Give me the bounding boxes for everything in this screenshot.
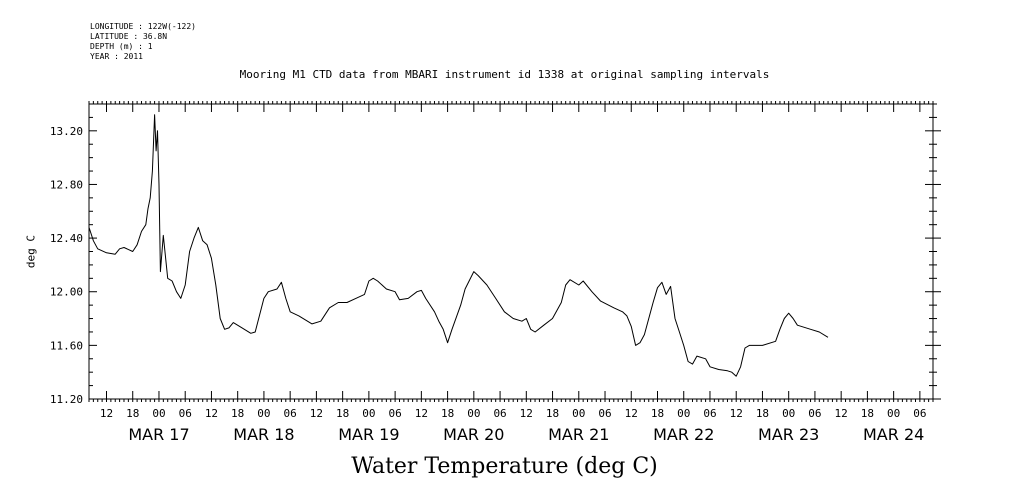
x-hour-tick-label: 06 [913,407,926,420]
x-hour-tick-label: 18 [441,407,454,420]
x-hour-tick-label: 18 [861,407,874,420]
x-hour-tick-label: 00 [467,407,480,420]
x-hour-tick-label: 00 [257,407,270,420]
x-hour-tick-label: 06 [808,407,821,420]
x-tick-labels: 12 18 00 06 12 18 00 06 12 18 00 06 12 18 00 06 12 18 00 06… [100,407,927,444]
x-hour-tick-label: 00 [572,407,585,420]
x-hour-tick-label: 06 [284,407,297,420]
x-hour-tick-label: 12 [730,407,743,420]
x-date-label: MAR 24 [863,425,924,444]
x-hour-tick-label: 00 [782,407,795,420]
y-tick-label: 12.00 [50,286,83,299]
x-date-label: MAR 22 [653,425,714,444]
x-hour-tick-label: 00 [362,407,375,420]
y-tick-label: 11.60 [50,339,83,352]
axis-ticks [88,101,941,402]
x-hour-tick-label: 12 [835,407,848,420]
x-hour-tick-label: 06 [388,407,401,420]
x-hour-tick-label: 18 [336,407,349,420]
x-hour-tick-label: 12 [100,407,113,420]
x-hour-tick-label: 12 [520,407,533,420]
x-hour-tick-label: 06 [598,407,611,420]
x-hour-tick-label: 00 [152,407,165,420]
y-tick-label: 12.40 [50,232,83,245]
latitude-label: LATITUDE : 36.8N [90,32,168,41]
x-date-label: MAR 23 [758,425,819,444]
chart-title: Mooring M1 CTD data from MBARI instrumen… [239,68,770,81]
x-date-label: MAR 20 [443,425,504,444]
x-date-label: MAR 18 [233,425,294,444]
x-date-label: MAR 17 [128,425,189,444]
y-tick-label: 13.20 [50,125,83,138]
x-date-label: MAR 21 [548,425,609,444]
x-hour-tick-label: 18 [231,407,244,420]
x-hour-tick-label: 18 [756,407,769,420]
year-label: YEAR : 2011 [90,52,143,61]
depth-label: DEPTH (m) : 1 [90,42,153,51]
x-hour-tick-label: 00 [677,407,690,420]
plot-frame [88,103,934,400]
x-hour-tick-label: 00 [887,407,900,420]
series-line [88,114,829,377]
y-tick-labels: 11.20 11.60 12.00 12.40 12.80 13.20 [50,125,83,406]
y-tick-label: 11.20 [50,393,83,406]
x-hour-tick-label: 06 [179,407,192,420]
x-axis-label: Water Temperature (deg C) [351,454,658,479]
x-hour-tick-label: 12 [310,407,323,420]
x-hour-tick-label: 18 [546,407,559,420]
x-hour-tick-label: 12 [625,407,638,420]
x-hour-tick-label: 18 [651,407,664,420]
x-hour-tick-label: 12 [205,407,218,420]
series-group [88,114,829,377]
x-hour-tick-label: 06 [493,407,506,420]
x-date-label: MAR 19 [338,425,399,444]
x-hour-tick-label: 06 [703,407,716,420]
x-hour-tick-label: 12 [415,407,428,420]
x-hour-tick-label: 18 [126,407,139,420]
y-tick-label: 12.80 [50,178,83,191]
longitude-label: LONGITUDE : 122W(-122) [90,22,196,31]
